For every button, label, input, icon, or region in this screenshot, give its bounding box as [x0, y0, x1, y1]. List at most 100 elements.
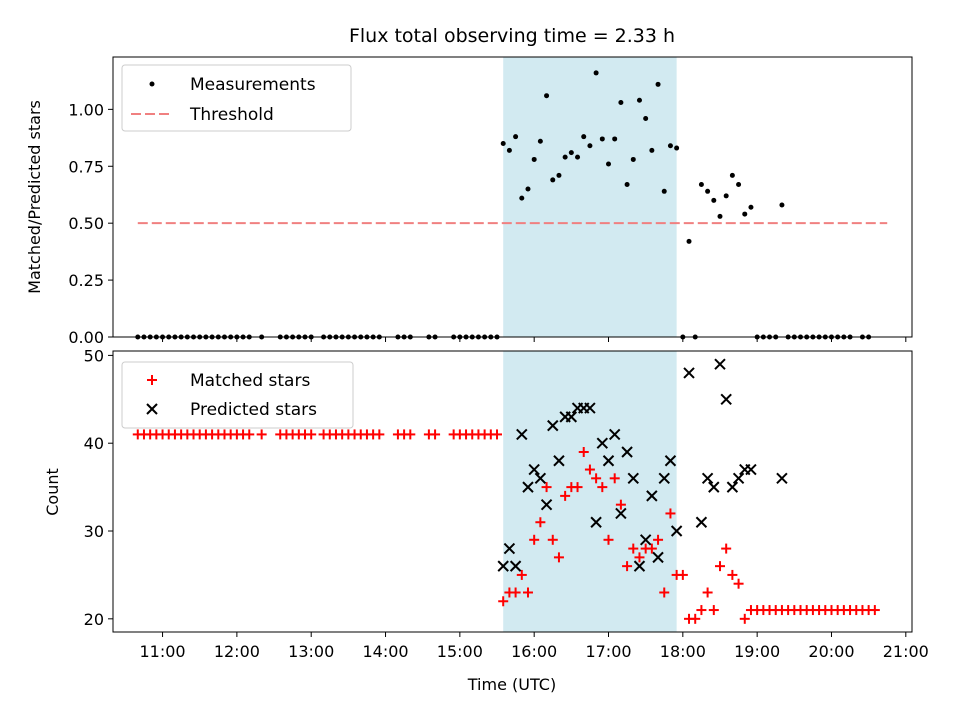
top-y-tick-label: 0.00 [68, 328, 104, 347]
matched-star-point [646, 543, 657, 554]
measurement-point [575, 154, 581, 160]
measurement-point [556, 172, 562, 178]
bottom-axes-frame [112, 350, 913, 633]
top-y-tick-label: 1.00 [68, 100, 104, 119]
predicted-star-point [615, 507, 627, 520]
predicted-star-point [701, 472, 714, 485]
predicted-star-point [522, 481, 534, 493]
legend-matched-label: Matched stars [190, 371, 310, 391]
x-tick-label: 12:00 [214, 642, 260, 661]
measurement-point [686, 238, 692, 244]
bottom-y-tick-label: 40 [84, 434, 104, 453]
predicted-star-point [776, 472, 788, 485]
legend-measurements-label: Measurements [190, 75, 316, 95]
predicted-star-point [540, 498, 553, 511]
x-axis-label: Time (UTC) [467, 675, 556, 694]
predicted-star-point [708, 481, 720, 493]
matched-star-point [615, 499, 626, 510]
predicted-star-point [670, 525, 683, 537]
matched-star-point [677, 569, 688, 580]
bottom-legend: Matched stars Predicted stars [121, 361, 354, 429]
measurement-point [537, 138, 543, 144]
predicted-star-point [596, 437, 609, 449]
predicted-star-point [720, 393, 732, 406]
top-y-tick-label: 0.25 [68, 271, 104, 290]
measurement-point [742, 211, 748, 217]
matched-star-point [733, 578, 744, 589]
measurement-point [587, 143, 593, 149]
measurement-point [748, 204, 754, 210]
matched-star-point [696, 605, 707, 616]
predicted-star-point [621, 446, 633, 458]
measurement-point [568, 150, 574, 156]
matched-star-point [430, 429, 441, 440]
measurement-point [698, 181, 704, 187]
matched-star-point [603, 534, 614, 545]
matched-star-point [306, 429, 317, 440]
measurement-point [624, 181, 630, 187]
measurement-point [525, 186, 531, 192]
measurement-point [736, 181, 742, 187]
measurement-point [661, 188, 667, 194]
measurement-point [674, 145, 680, 151]
matched-star-point [721, 543, 732, 554]
observing-window-shade-bottom [503, 351, 677, 632]
matched-star-point [622, 561, 633, 572]
measurement-point [581, 134, 587, 140]
legend-threshold-label: Threshold [189, 105, 274, 125]
matched-star-point [690, 613, 701, 624]
top-y-ticks: 0.00 0.25 0.50 0.75 1.00 [68, 100, 113, 347]
measurement-point [562, 154, 568, 160]
predicted-star-point [516, 428, 528, 441]
predicted-star-point [565, 411, 578, 423]
x-tick-label: 14:00 [362, 642, 408, 661]
matched-star-point [541, 482, 552, 493]
predicted-star-point [627, 472, 639, 485]
predicted-star-point [608, 428, 621, 441]
top-axes-frame [112, 56, 913, 338]
legend-x-marker [146, 403, 158, 415]
matched-star-point [578, 446, 589, 457]
matched-star-point [405, 429, 416, 440]
x-tick-label: 21:00 [883, 642, 929, 661]
matched-star-point [529, 534, 540, 545]
legend-predicted-label: Predicted stars [190, 400, 317, 420]
bottom-legend-box [121, 361, 354, 429]
matched-star-point [628, 543, 639, 554]
predicted-star-point [534, 472, 547, 485]
matched-star-point [708, 605, 719, 616]
matched-star-point [659, 587, 670, 598]
legend-matched-marker [147, 375, 157, 385]
matched-star-point [244, 429, 255, 440]
matched-star-point [584, 464, 595, 475]
matched-star-point [739, 613, 750, 624]
x-tick-label: 15:00 [437, 642, 483, 661]
predicted-star-point [726, 481, 739, 493]
predicted-star-point [602, 455, 615, 467]
measurement-point [643, 115, 649, 121]
predicted-stars-series [497, 358, 788, 572]
top-panel: 0.00 0.25 0.50 0.75 1.00 Flux total observin… [25, 25, 913, 347]
measurement-point [779, 202, 785, 208]
predicted-star-point [633, 560, 646, 572]
measurement-point [636, 97, 642, 103]
measurement-point [618, 100, 624, 106]
measurement-point [630, 156, 636, 162]
measurement-point [705, 188, 711, 194]
matched-star-point [727, 569, 738, 580]
predicted-star-point [528, 463, 540, 476]
measurement-point [729, 172, 735, 178]
x-tick-label: 11:00 [139, 642, 185, 661]
predicted-star-point [714, 358, 726, 370]
bottom-y-tick-label: 30 [84, 522, 104, 541]
matched-star-point [516, 569, 527, 580]
predicted-star-point [658, 472, 670, 485]
predicted-star-point [584, 402, 596, 414]
measurement-point [544, 93, 550, 99]
measurement-point [649, 147, 655, 153]
legend-predicted-marker [146, 403, 158, 415]
matched-star-point [634, 552, 645, 563]
predicted-star-point [509, 560, 522, 572]
measurement-point [655, 81, 661, 87]
measurement-point [606, 161, 612, 167]
